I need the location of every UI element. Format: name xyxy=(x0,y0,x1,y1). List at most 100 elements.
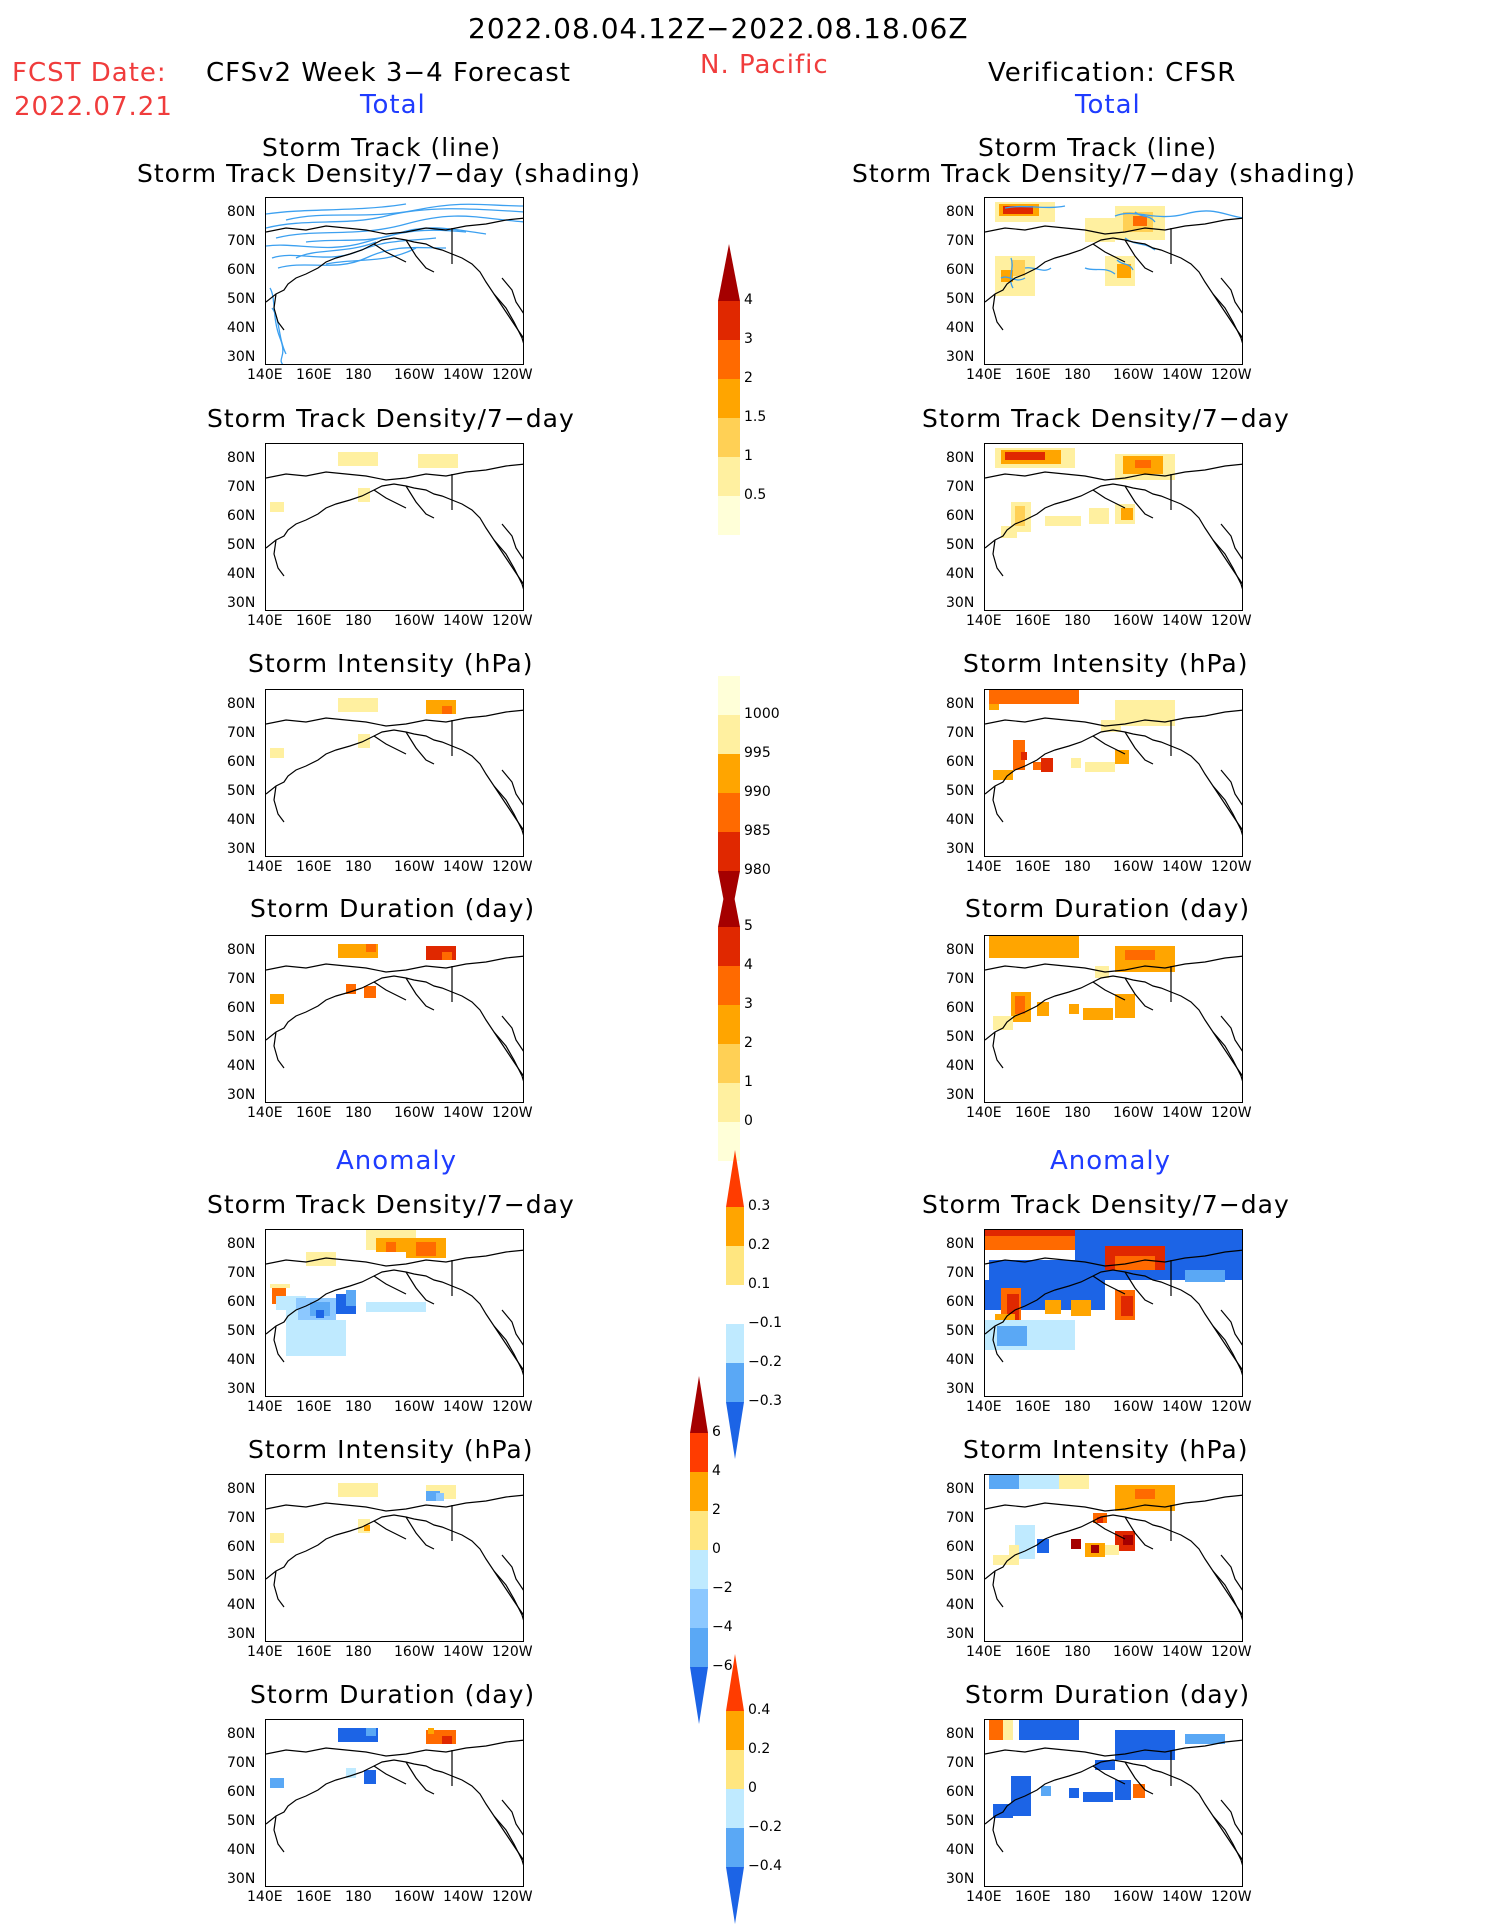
colorbar-label: 1000 xyxy=(744,706,780,722)
lon-tick-label: 160W xyxy=(394,613,435,629)
colorbar-swatch xyxy=(726,1324,744,1363)
map-density-anom-left xyxy=(266,1230,523,1376)
coastline xyxy=(266,463,523,481)
colorbar-swatch xyxy=(718,676,740,715)
colorbar-label: −0.1 xyxy=(748,1315,782,1331)
lat-tick-label: 70N xyxy=(946,1755,975,1771)
title-track-line-right: Storm Track (line) xyxy=(978,133,1218,162)
map-duration-left xyxy=(266,944,523,1082)
lat-tick-label: 30N xyxy=(946,1087,975,1103)
coastline xyxy=(501,523,523,560)
coastline xyxy=(992,1031,1004,1069)
storm-track-line xyxy=(1114,210,1242,219)
lon-tick-label: 180 xyxy=(1064,367,1091,383)
colorbar-label: 990 xyxy=(744,784,771,800)
coastline xyxy=(373,1520,407,1540)
coastline xyxy=(405,1271,435,1305)
coastline xyxy=(1092,1765,1126,1785)
lon-tick-label: 140W xyxy=(443,1644,484,1660)
fcst-date-label: FCST Date: xyxy=(12,58,167,88)
colorbar-swatch xyxy=(726,1828,744,1867)
lat-tick-label: 40N xyxy=(946,1058,975,1074)
section-total-right: Total xyxy=(1075,90,1141,120)
lon-tick-label: 160E xyxy=(296,1644,332,1660)
lon-tick-label: 140E xyxy=(247,1644,283,1660)
colorbar-swatch xyxy=(718,832,740,871)
colorbar-label: 2 xyxy=(744,370,753,386)
colorbar-swatch xyxy=(726,1750,744,1789)
lon-tick-label: 140E xyxy=(247,859,283,875)
lat-tick-label: 30N xyxy=(227,841,256,857)
title-track-shading-left: Storm Track Density/7−day (shading) xyxy=(137,159,641,188)
lon-tick-label: 120W xyxy=(1211,859,1252,875)
map-panel-density-anom-right xyxy=(984,1229,1243,1397)
lon-tick-label: 180 xyxy=(1064,1105,1091,1121)
lon-tick-label: 180 xyxy=(1064,1644,1091,1660)
lat-tick-label: 60N xyxy=(227,1539,256,1555)
lat-tick-label: 40N xyxy=(227,320,256,336)
coastline xyxy=(266,955,523,973)
lat-tick-label: 60N xyxy=(946,754,975,770)
lon-tick-label: 140E xyxy=(966,1644,1002,1660)
lon-tick-label: 180 xyxy=(345,1105,372,1121)
map-track-right xyxy=(985,202,1242,344)
lat-tick-label: 30N xyxy=(946,349,975,365)
colorbar-swatch xyxy=(718,1044,740,1083)
colorbar-swatch xyxy=(726,1867,744,1924)
colorbar-swatch xyxy=(690,1550,708,1589)
lon-tick-label: 140W xyxy=(1162,613,1203,629)
colorbar-swatch xyxy=(718,301,740,340)
lon-tick-label: 160E xyxy=(1015,1399,1051,1415)
colorbar-label: 0.1 xyxy=(748,1276,771,1292)
coastline xyxy=(1124,1271,1154,1305)
lon-tick-label: 140W xyxy=(443,367,484,383)
verification-title: Verification: CFSR xyxy=(988,58,1237,88)
colorbar-intensity_anom xyxy=(690,1376,708,1724)
region-title: N. Pacific xyxy=(700,50,829,80)
coastline xyxy=(266,709,523,727)
colorbar-label: 3 xyxy=(744,331,753,347)
lon-tick-label: 120W xyxy=(492,613,533,629)
lon-tick-label: 160W xyxy=(394,1105,435,1121)
lat-tick-label: 60N xyxy=(227,754,256,770)
lon-tick-label: 140E xyxy=(966,367,1002,383)
colorbar-swatch xyxy=(718,927,740,966)
coastline xyxy=(1212,293,1242,344)
lat-tick-label: 70N xyxy=(946,233,975,249)
lon-tick-label: 160W xyxy=(1113,613,1154,629)
coastline xyxy=(266,483,523,585)
lon-tick-label: 180 xyxy=(345,367,372,383)
map-panel-duration-right xyxy=(984,935,1243,1103)
coastline xyxy=(493,293,523,344)
coastline xyxy=(1220,1799,1242,1836)
colorbar-swatch xyxy=(726,1654,744,1711)
coastline xyxy=(501,1309,523,1346)
lon-tick-label: 180 xyxy=(345,1889,372,1905)
colorbar-swatch xyxy=(718,457,740,496)
lat-tick-label: 80N xyxy=(227,1481,256,1497)
section-total-left: Total xyxy=(360,90,426,120)
coastline xyxy=(273,539,285,577)
storm-track-line xyxy=(1024,267,1052,271)
coastline xyxy=(1220,769,1242,806)
lat-tick-label: 30N xyxy=(946,1381,975,1397)
colorbar-label: 1.5 xyxy=(744,409,767,425)
storm-track-line xyxy=(325,247,417,265)
coastline xyxy=(373,735,407,755)
lat-tick-label: 50N xyxy=(946,1323,975,1339)
colorbar-label: 3 xyxy=(744,996,753,1012)
coastline xyxy=(1212,539,1242,590)
colorbar-label: 985 xyxy=(744,823,771,839)
coastline xyxy=(985,1739,1242,1757)
storm-track-line xyxy=(1000,276,1026,281)
storm-track-line xyxy=(271,307,287,355)
map-panel-track-right xyxy=(984,197,1243,365)
lon-tick-label: 140W xyxy=(443,1105,484,1121)
colorbar-label: 5 xyxy=(744,918,753,934)
title-intensity-anom-left: Storm Intensity (hPa) xyxy=(248,1435,534,1464)
lon-tick-label: 180 xyxy=(1064,613,1091,629)
coastline xyxy=(1212,1031,1242,1082)
coastline xyxy=(1092,735,1126,755)
colorbar-swatch xyxy=(690,1472,708,1511)
